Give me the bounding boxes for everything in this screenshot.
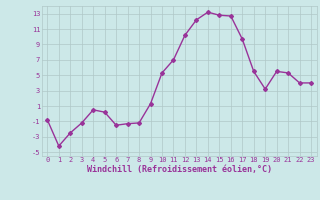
X-axis label: Windchill (Refroidissement éolien,°C): Windchill (Refroidissement éolien,°C) <box>87 165 272 174</box>
